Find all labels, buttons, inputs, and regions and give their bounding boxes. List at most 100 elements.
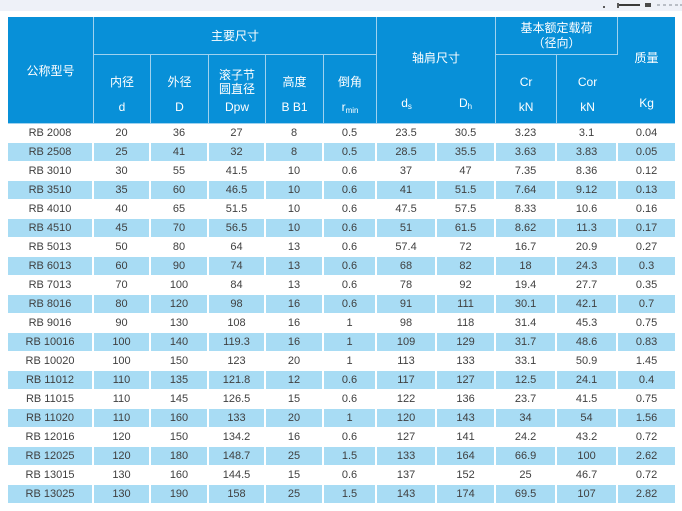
table-row: RB 4510 45 70 56.5 10 0.6 51 61.5 8.62 11.3 0.17 (8, 219, 676, 238)
value-cell: 80 (94, 295, 151, 314)
value-cell: 54 (557, 409, 619, 428)
value-cell: 20 (94, 124, 151, 143)
value-cell: 78 (377, 276, 438, 295)
value-cell: 122 (377, 390, 438, 409)
value-cell: 0.6 (324, 181, 378, 200)
table-row: RB 6013 60 90 74 13 0.6 68 82 18 24.3 0.3 (8, 257, 676, 276)
value-cell: 3.83 (557, 143, 619, 162)
value-cell: 3.1 (557, 124, 619, 143)
value-cell: 0.3 (618, 257, 676, 276)
value-cell: 0.5 (324, 124, 378, 143)
value-cell: 10 (266, 219, 324, 238)
value-cell: 100 (557, 447, 619, 466)
value-cell: 57.5 (437, 200, 497, 219)
value-cell: 19.4 (496, 276, 558, 295)
value-cell: 110 (94, 371, 151, 390)
col-header-model: 公称型号 (8, 17, 94, 124)
model-cell: RB 6013 (8, 257, 94, 276)
value-cell: 80 (151, 238, 209, 257)
value-cell: 25 (266, 447, 324, 466)
value-cell: 68 (377, 257, 438, 276)
value-cell: 0.75 (618, 390, 676, 409)
model-cell: RB 8016 (8, 295, 94, 314)
value-cell: 72 (437, 238, 497, 257)
table-row: RB 5013 50 80 64 13 0.6 57.4 72 16.7 20.9 0.27 (8, 238, 676, 257)
model-cell: RB 9016 (8, 314, 94, 333)
value-cell: 7.35 (496, 162, 558, 181)
value-cell: 130 (94, 485, 151, 504)
value-cell: 31.4 (496, 314, 558, 333)
value-cell: 150 (151, 352, 209, 371)
value-cell: 120 (94, 447, 151, 466)
model-cell: RB 4010 (8, 200, 94, 219)
value-cell: 0.6 (324, 219, 378, 238)
value-cell: 10 (266, 200, 324, 219)
value-cell: 16 (266, 428, 324, 447)
value-cell: 41 (151, 143, 209, 162)
value-cell: 1 (324, 333, 378, 352)
value-cell: 0.6 (324, 238, 378, 257)
value-cell: 100 (94, 333, 151, 352)
value-cell: 8.36 (557, 162, 619, 181)
model-cell: RB 3510 (8, 181, 94, 200)
value-cell: 152 (437, 466, 497, 485)
value-cell: 27.7 (557, 276, 619, 295)
value-cell: 66.9 (496, 447, 558, 466)
col-header-ds: ds (401, 96, 412, 111)
value-cell: 2.62 (618, 447, 676, 466)
value-cell: 25 (496, 466, 558, 485)
value-cell: 20 (266, 352, 324, 371)
value-cell: 108 (209, 314, 266, 333)
value-cell: 34 (496, 409, 558, 428)
value-cell: 15 (266, 390, 324, 409)
value-cell: 69.5 (496, 485, 558, 504)
value-cell: 0.6 (324, 162, 378, 181)
value-cell: 13 (266, 276, 324, 295)
value-cell: 100 (151, 276, 209, 295)
value-cell: 120 (94, 428, 151, 447)
value-cell: 0.6 (324, 390, 378, 409)
value-cell: 143 (437, 409, 497, 428)
value-cell: 51 (377, 219, 438, 238)
value-cell: 28.5 (377, 143, 438, 162)
value-cell: 3.23 (496, 124, 558, 143)
table-body: RB 2008 20 36 27 8 0.5 23.5 30.5 3.23 3.1 0.04 RB 2… (8, 124, 676, 504)
value-cell: 65 (151, 200, 209, 219)
value-cell: 0.6 (324, 200, 378, 219)
value-cell: 27 (209, 124, 266, 143)
value-cell: 16 (266, 333, 324, 352)
value-cell: 100 (94, 352, 151, 371)
value-cell: 74 (209, 257, 266, 276)
value-cell: 121.8 (209, 371, 266, 390)
value-cell: 12 (266, 371, 324, 390)
value-cell: 110 (94, 409, 151, 428)
value-cell: 70 (151, 219, 209, 238)
value-cell: 10.6 (557, 200, 619, 219)
value-cell: 1 (324, 352, 378, 371)
value-cell: 1.5 (324, 447, 378, 466)
value-cell: 90 (151, 257, 209, 276)
value-cell: 45 (94, 219, 151, 238)
value-cell: 120 (151, 295, 209, 314)
model-cell: RB 12025 (8, 447, 94, 466)
col-header-cr: Cr kN (496, 55, 558, 124)
col-header-cor: Cor kN (557, 55, 619, 124)
value-cell: 133 (209, 409, 266, 428)
value-cell: 0.72 (618, 466, 676, 485)
value-cell: 35 (94, 181, 151, 200)
value-cell: 0.27 (618, 238, 676, 257)
model-cell: RB 11015 (8, 390, 94, 409)
value-cell: 180 (151, 447, 209, 466)
col-header-mass: 质量 Kg (618, 17, 676, 124)
value-cell: 1 (324, 409, 378, 428)
value-cell: 134.2 (209, 428, 266, 447)
value-cell: 1.5 (324, 485, 378, 504)
value-cell: 0.4 (618, 371, 676, 390)
value-cell: 46.5 (209, 181, 266, 200)
value-cell: 9.12 (557, 181, 619, 200)
value-cell: 50.9 (557, 352, 619, 371)
value-cell: 92 (437, 276, 497, 295)
value-cell: 150 (151, 428, 209, 447)
value-cell: 164 (437, 447, 497, 466)
model-cell: RB 2008 (8, 124, 94, 143)
